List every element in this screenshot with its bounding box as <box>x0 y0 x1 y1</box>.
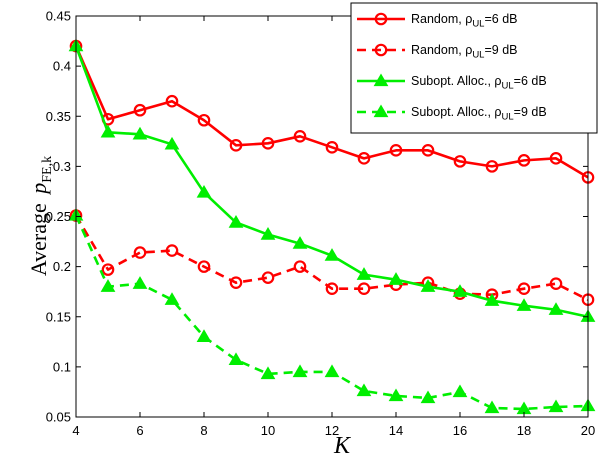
legend-label-2: Random, ρUL=9 dB <box>411 43 517 61</box>
x-tick-label: 20 <box>581 423 595 438</box>
series-1-point <box>325 141 339 154</box>
series-2-point <box>293 260 307 273</box>
series-3-point <box>196 184 212 198</box>
legend-swatch-marker-2 <box>374 43 388 57</box>
series-3-point <box>388 272 404 285</box>
series-2-line <box>74 214 589 301</box>
series-2-point <box>549 277 563 290</box>
series-3-point <box>260 227 276 240</box>
y-axis-title: Average pFE,k <box>26 156 55 276</box>
series-1-point <box>165 94 179 108</box>
x-tick-label: 6 <box>136 423 143 438</box>
x-tick-label: 4 <box>72 423 79 438</box>
series-1-point <box>229 139 243 152</box>
series-1-point <box>453 155 467 168</box>
legend-swatch-marker-4 <box>373 104 389 118</box>
y-axis-title-subscript: FE,k <box>40 156 55 183</box>
series-3-point <box>228 215 244 228</box>
x-tick-label: 12 <box>325 423 339 438</box>
series-4-point <box>452 384 468 398</box>
series-4-point <box>132 276 148 289</box>
series-1-point <box>261 137 275 150</box>
y-axis-title-prefix: Average <box>26 203 51 276</box>
series-2-point <box>357 282 371 295</box>
series-1-point <box>517 154 531 167</box>
legend-swatch-marker-3 <box>373 73 389 87</box>
series-3-point <box>548 302 564 315</box>
series-3-point <box>516 298 532 311</box>
y-tick-label: 0.05 <box>46 410 71 425</box>
series-1-point <box>485 160 499 173</box>
x-tick-label: 14 <box>389 423 403 438</box>
y-tick-label: 0.35 <box>46 109 71 124</box>
y-tick-label: 0.25 <box>46 209 71 224</box>
series-2-point <box>197 260 211 273</box>
y-tick-label: 0.1 <box>53 359 71 374</box>
series-4-point <box>100 279 116 292</box>
series-3-point <box>292 236 308 249</box>
series-4-point <box>548 399 564 413</box>
series-3-point <box>452 284 468 297</box>
series-4-point <box>260 366 276 380</box>
series-1-line <box>74 45 589 179</box>
series-4-point <box>324 364 340 378</box>
series-1-point <box>421 144 435 157</box>
series-2-point <box>101 263 115 276</box>
series-1-point <box>549 152 563 165</box>
series-2-point <box>261 271 275 284</box>
legend-swatch-marker-1 <box>374 12 388 26</box>
series-1-point <box>357 152 371 165</box>
legend-label-1: Random, ρUL=6 dB <box>411 12 517 30</box>
series-4-point <box>228 352 244 366</box>
legend-label-4: Subopt. Alloc., ρUL=9 dB <box>411 105 547 123</box>
x-tick-label: 18 <box>517 423 531 438</box>
series-4-point <box>164 292 180 305</box>
x-tick-label: 8 <box>200 423 207 438</box>
series-4-point <box>484 400 500 414</box>
x-tick-label: 16 <box>453 423 467 438</box>
series-3-point <box>324 248 340 261</box>
series-1-point <box>293 130 307 143</box>
series-2-point <box>229 276 243 289</box>
series-3-point <box>484 293 500 306</box>
y-tick-label: 0.15 <box>46 309 71 324</box>
series-1-point <box>389 144 403 157</box>
series-2-point <box>133 246 147 259</box>
series-4-point <box>196 329 212 342</box>
y-tick-label: 0.3 <box>53 159 71 174</box>
y-tick-label: 0.45 <box>46 9 71 24</box>
series-3-point <box>356 267 372 280</box>
series-3-point <box>100 124 116 138</box>
legend: Random, ρUL=6 dB Random, ρUL=9 dB Subopt. … <box>350 2 598 134</box>
series-2-point <box>165 244 179 257</box>
y-tick-label: 0.2 <box>53 259 71 274</box>
x-tick-label: 10 <box>261 423 275 438</box>
series-3-point <box>132 126 148 140</box>
series-3-point <box>420 279 436 292</box>
legend-label-3: Subopt. Alloc., ρUL=6 dB <box>411 74 547 92</box>
series-4-point <box>292 364 308 378</box>
series-3-point <box>164 136 180 150</box>
series-2-point <box>325 282 339 295</box>
y-axis-title-symbol: p <box>26 183 51 196</box>
series-1-point <box>197 113 211 127</box>
series-4-point <box>420 390 436 404</box>
series-4-point <box>388 388 404 402</box>
x-axis-title: K <box>333 433 352 458</box>
series-2-point <box>517 282 531 295</box>
series-1-point <box>133 103 147 117</box>
y-tick-label: 0.4 <box>53 59 71 74</box>
series-4-point <box>356 383 372 397</box>
